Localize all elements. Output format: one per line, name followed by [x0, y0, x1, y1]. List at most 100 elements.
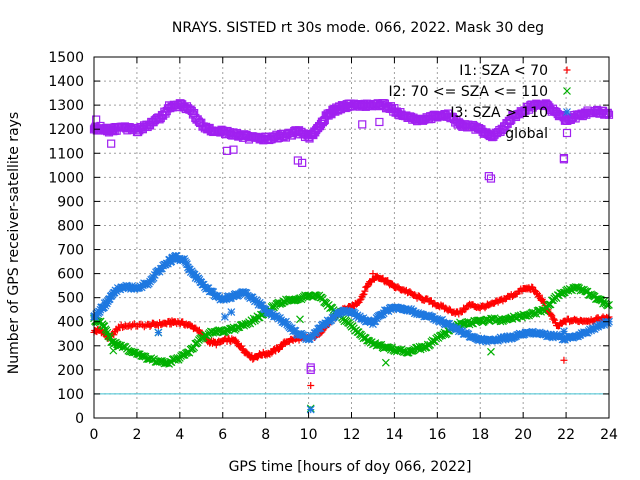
y-tick-label: 400	[57, 315, 84, 331]
series-2-point	[575, 284, 584, 293]
series-3-point	[215, 293, 224, 302]
series-4-outlier-point	[375, 117, 384, 127]
x-tick-label: 2	[132, 427, 141, 443]
series-2-point	[102, 326, 111, 335]
x-tick-labels: 0 2 4 6 8 10 12 14 16 18 20 22 24	[90, 427, 618, 443]
x-tick-label: 14	[386, 427, 404, 443]
x-tick-label: 24	[600, 427, 618, 443]
series-3-point	[105, 294, 114, 303]
series-1-point	[411, 291, 419, 299]
series-3-outlier-point	[227, 308, 236, 317]
series-1-point	[360, 290, 368, 298]
series-3-point	[333, 308, 342, 317]
x-tick-label: 8	[261, 427, 270, 443]
series-1-outliers	[307, 270, 568, 390]
series-3-point	[528, 327, 537, 336]
x-tick-label: 4	[175, 427, 184, 443]
series-2-outlier-point	[487, 347, 495, 356]
y-axis-label: Number of GPS receiver-satellite rays	[6, 112, 22, 374]
series-2-point	[193, 338, 202, 347]
x-tick-label: 20	[514, 427, 532, 443]
legend-label: I3: SZA > 110	[450, 105, 548, 121]
series-4-outlier-point	[92, 115, 101, 124]
x-tick-label: 0	[90, 427, 99, 443]
series-2-point	[156, 357, 165, 365]
series-1-point	[232, 336, 240, 344]
series-2-outlier-point	[109, 346, 118, 355]
series-3-points	[90, 251, 613, 346]
y-tick-label: 1400	[48, 74, 84, 90]
series-1-outlier-point	[307, 382, 315, 390]
series-3-outliers	[154, 308, 568, 414]
series-2-point	[138, 352, 147, 361]
y-tick-label: 0	[75, 411, 84, 427]
y-tick-label: 1000	[48, 170, 84, 186]
series-2-point	[521, 311, 530, 320]
x-axis-label: GPS time [hours of doy 066, 2022]	[229, 459, 472, 475]
series-3-point	[180, 254, 189, 263]
series-3-outlier-point	[560, 327, 568, 336]
series-2-point	[600, 297, 609, 306]
y-tick-label: 1200	[48, 122, 84, 138]
y-tick-label: 700	[57, 243, 84, 259]
chart-title: NRAYS. SISTED rt 30s mode. 066, 2022. Ma…	[172, 20, 544, 36]
series-2-outlier-point	[381, 358, 390, 367]
series-2-point	[475, 316, 483, 325]
series-4-outlier-point	[358, 120, 367, 129]
series-3-point	[291, 327, 300, 335]
series-2-point	[280, 297, 289, 306]
legend: I1: SZA < 70 I2: 70 <= SZA <= 110 I3: SZA …	[388, 63, 572, 142]
y-tick-label: 300	[57, 339, 84, 355]
series-1-outlier-point	[369, 270, 377, 278]
x-tick-label: 10	[300, 427, 318, 443]
y-tick-label: 500	[57, 291, 84, 307]
series-3-point	[110, 288, 119, 297]
series-3-point	[599, 318, 607, 327]
series-3-outlier-point	[306, 405, 315, 414]
legend-marker	[563, 66, 571, 74]
series-3-point	[549, 333, 557, 342]
series-2-point	[233, 323, 241, 332]
series-4-outlier-point	[229, 145, 238, 154]
series-4-outlier-point	[559, 153, 569, 163]
x-tick-label: 22	[557, 427, 575, 443]
series-4-points	[89, 99, 614, 145]
series-3-point	[209, 288, 218, 296]
legend-item-4: global	[505, 126, 572, 142]
series-3-point	[371, 317, 380, 326]
series-2-point	[105, 331, 114, 340]
x-tick-label: 6	[218, 427, 227, 443]
series-2-point	[128, 348, 137, 357]
y-tick-labels: 0 100 200 300 400 500 600 700 800 900 1000 1100 1200…	[48, 50, 84, 427]
legend-label: I2: 70 <= SZA <= 110	[388, 84, 548, 100]
series-2-point	[322, 299, 331, 308]
y-tick-label: 1500	[48, 50, 84, 66]
y-tick-label: 100	[57, 387, 84, 403]
y-tick-label: 900	[57, 194, 84, 210]
series-3-point	[183, 260, 191, 269]
series-3-point	[438, 315, 447, 324]
series-3-point	[384, 307, 393, 316]
legend-marker	[563, 87, 571, 95]
series-4-outliers	[92, 115, 569, 374]
series-4-point	[603, 108, 612, 117]
series-4-outlier-point	[486, 174, 496, 183]
legend-label: I1: SZA < 70	[459, 63, 548, 79]
series-4-outlier-point	[293, 156, 302, 165]
series-3-point	[127, 285, 135, 293]
series-3-point	[276, 314, 284, 322]
series-3-point	[477, 334, 486, 343]
legend-marker	[562, 128, 572, 138]
series-1-point	[535, 291, 543, 299]
series-3-point	[163, 259, 172, 268]
y-tick-label: 600	[57, 267, 84, 283]
series-1-outlier-point	[560, 356, 568, 364]
series-3-outlier-point	[154, 328, 163, 337]
series-2-point	[363, 336, 371, 345]
series-3-point	[150, 270, 159, 279]
legend-label: global	[505, 126, 548, 142]
series-3-outlier-point	[220, 312, 229, 321]
data-points	[89, 99, 614, 414]
